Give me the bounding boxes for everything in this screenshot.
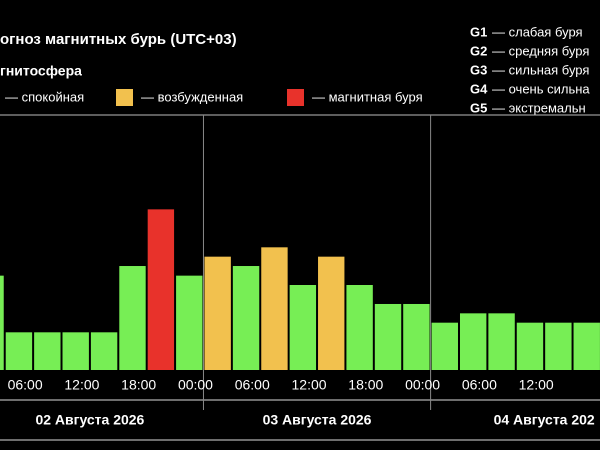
bar (34, 332, 61, 370)
date-label: 02 Августа 2026 (35, 412, 144, 428)
level-code: G5 (470, 100, 487, 115)
bar (346, 285, 373, 370)
bar (5, 332, 33, 370)
date-label: 04 Августа 202 (494, 412, 595, 428)
legend-label: — возбужденная (141, 89, 243, 104)
level-code: G3 (470, 62, 487, 77)
level-label: — слабая буря (492, 24, 583, 39)
x-tick-label: 06:00 (235, 377, 270, 393)
bar (261, 247, 288, 370)
bar (176, 275, 203, 370)
level-label: — средняя буря (492, 43, 589, 58)
bar (545, 322, 572, 370)
bar (62, 332, 89, 370)
bar (204, 256, 231, 370)
bar (90, 332, 118, 370)
x-tick-label: 18:00 (121, 377, 156, 393)
level-code: G4 (470, 81, 488, 96)
bar (119, 266, 146, 370)
bar (431, 322, 458, 370)
bar (573, 322, 600, 370)
x-tick-label: 18:00 (348, 377, 383, 393)
x-tick-label: 12:00 (292, 377, 327, 393)
x-tick-label: 12:00 (64, 377, 99, 393)
chart-subtitle: гнитосфера (0, 63, 82, 79)
bar (289, 285, 317, 370)
level-code: G1 (470, 24, 487, 39)
x-tick-label: 06:00 (462, 377, 497, 393)
bar (403, 303, 430, 370)
bar (488, 313, 515, 370)
legend-label: — спокойная (5, 89, 84, 104)
bar (516, 322, 544, 370)
legend-swatch (116, 89, 133, 106)
level-label: — очень сильна (492, 81, 590, 96)
x-tick-label: 00:00 (405, 377, 440, 393)
legend-label: — магнитная буря (312, 89, 423, 104)
x-tick-label: 06:00 (8, 377, 43, 393)
bar (374, 303, 402, 370)
bar (318, 256, 345, 370)
chart-title: огноз магнитных бурь (UTC+03) (0, 31, 237, 48)
bar (459, 313, 487, 370)
bar (232, 266, 260, 370)
x-tick-label: 12:00 (519, 377, 554, 393)
date-label: 03 Августа 2026 (263, 412, 372, 428)
legend-swatch (287, 89, 304, 106)
bar (0, 275, 4, 370)
level-label: — сильная буря (492, 62, 589, 77)
level-code: G2 (470, 43, 487, 58)
x-tick-label: 00:00 (178, 377, 213, 393)
level-label: — экстремальн (492, 100, 586, 115)
bar (147, 209, 175, 370)
